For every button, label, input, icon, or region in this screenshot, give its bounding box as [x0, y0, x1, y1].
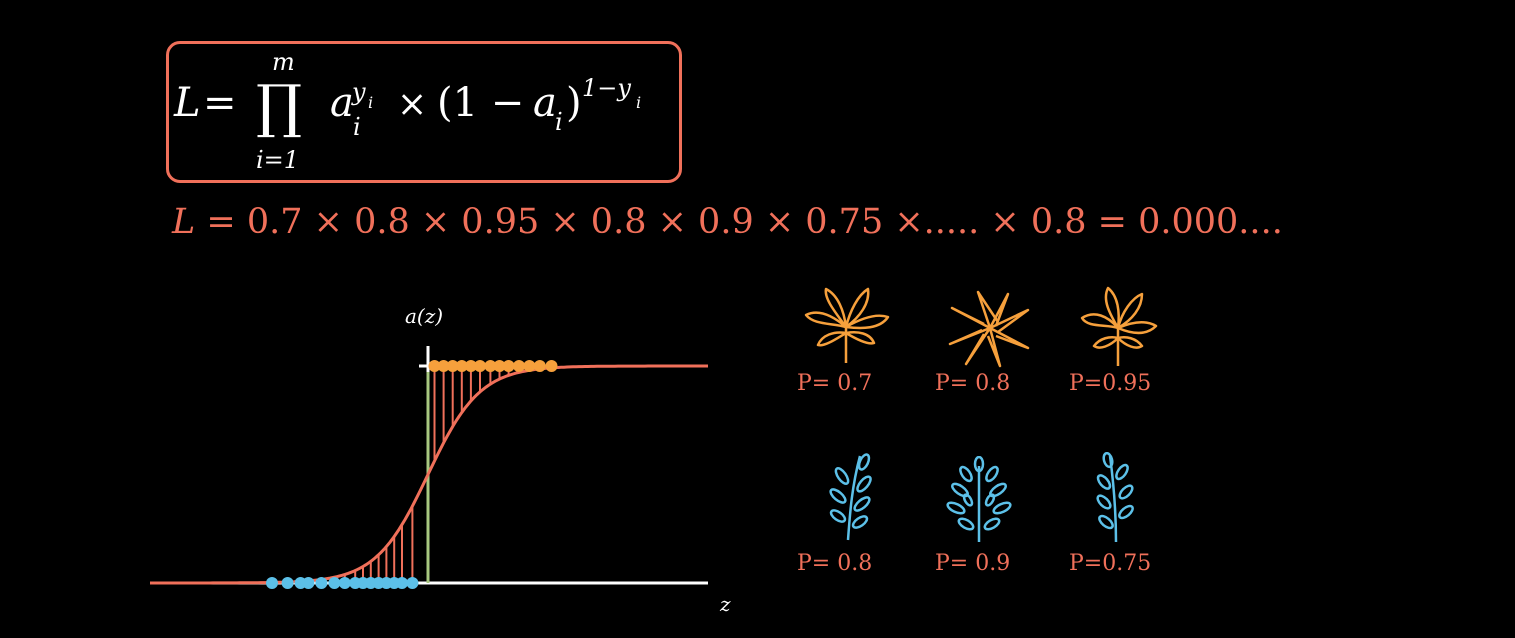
orange-data-point	[464, 360, 477, 372]
orange-data-point	[437, 360, 450, 372]
leaf-probability-label: P= 0.9	[935, 551, 1011, 576]
blue-data-point	[315, 577, 328, 589]
product-upper-limit: m	[272, 48, 295, 76]
formula-box	[166, 41, 682, 183]
leaf-probability-label: P= 0.8	[797, 551, 873, 576]
product-lower-limit: i=1	[256, 146, 300, 174]
leaf-probability-label: P=0.95	[1069, 371, 1152, 396]
blue-data-point	[302, 577, 315, 589]
formula-exponent: 1−y	[582, 74, 631, 102]
orange-data-point	[474, 360, 486, 372]
blue-sprig-icon	[1096, 452, 1134, 543]
formula-a-sup-sub: i	[368, 93, 374, 112]
likelihood-product-values: = 0.7 × 0.8 × 0.95 × 0.8 × 0.9 × 0.75 ×.…	[195, 202, 1283, 242]
formula-a-sup: y	[352, 78, 366, 106]
blue-data-point	[266, 577, 278, 589]
formula-a: a	[330, 80, 354, 126]
blue-data-point	[328, 577, 341, 589]
formula-a-sub: i	[353, 113, 361, 141]
orange-data-point	[545, 360, 558, 372]
leaf-probability-label: P= 0.7	[797, 371, 873, 396]
orange-leaf-icon	[1080, 286, 1158, 366]
formula-times: ×	[397, 84, 428, 125]
orange-data-point	[523, 360, 536, 372]
x-axis-label: z	[719, 592, 731, 616]
formula-paren-a-sub: i	[555, 108, 563, 136]
leaf-probability-label: P= 0.8	[935, 371, 1011, 396]
error-stems	[271, 366, 553, 583]
orange-data-point	[513, 360, 525, 372]
likelihood-product-line: L = 0.7 × 0.8 × 0.95 × 0.8 × 0.9 × 0.75 …	[172, 202, 1283, 242]
likelihood-lhs: L	[172, 202, 196, 242]
blue-data-point	[338, 577, 351, 589]
orange-data-point	[455, 360, 468, 372]
y-axis-label: a(z)	[405, 304, 443, 328]
orange-data-point	[493, 360, 506, 372]
formula-paren-a: a	[533, 80, 557, 126]
blue-sprig-icon	[946, 456, 1012, 542]
formula-paren-open: (1 −	[437, 80, 525, 126]
orange-data-point	[502, 360, 515, 372]
blue-data-point	[406, 577, 419, 589]
leaf-probability-label: P=0.75	[1069, 551, 1152, 576]
formula-exponent-sub: i	[636, 93, 642, 112]
formula-lhs: L	[174, 80, 201, 126]
orange-leaf-icon	[948, 290, 1030, 368]
orange-leaf-icon	[804, 287, 890, 363]
data-points	[266, 360, 558, 589]
product-symbol: ∏	[256, 72, 303, 140]
formula-paren-close: )	[566, 80, 582, 126]
sigmoid-curve	[150, 364, 708, 585]
blue-sprig-icon	[829, 453, 872, 541]
blue-data-point	[281, 577, 294, 589]
orange-data-point	[428, 360, 441, 372]
orange-data-point	[446, 360, 459, 372]
orange-data-point	[533, 360, 546, 372]
orange-data-point	[484, 360, 497, 372]
formula-equals: =	[203, 80, 237, 126]
blue-data-point	[396, 577, 408, 589]
